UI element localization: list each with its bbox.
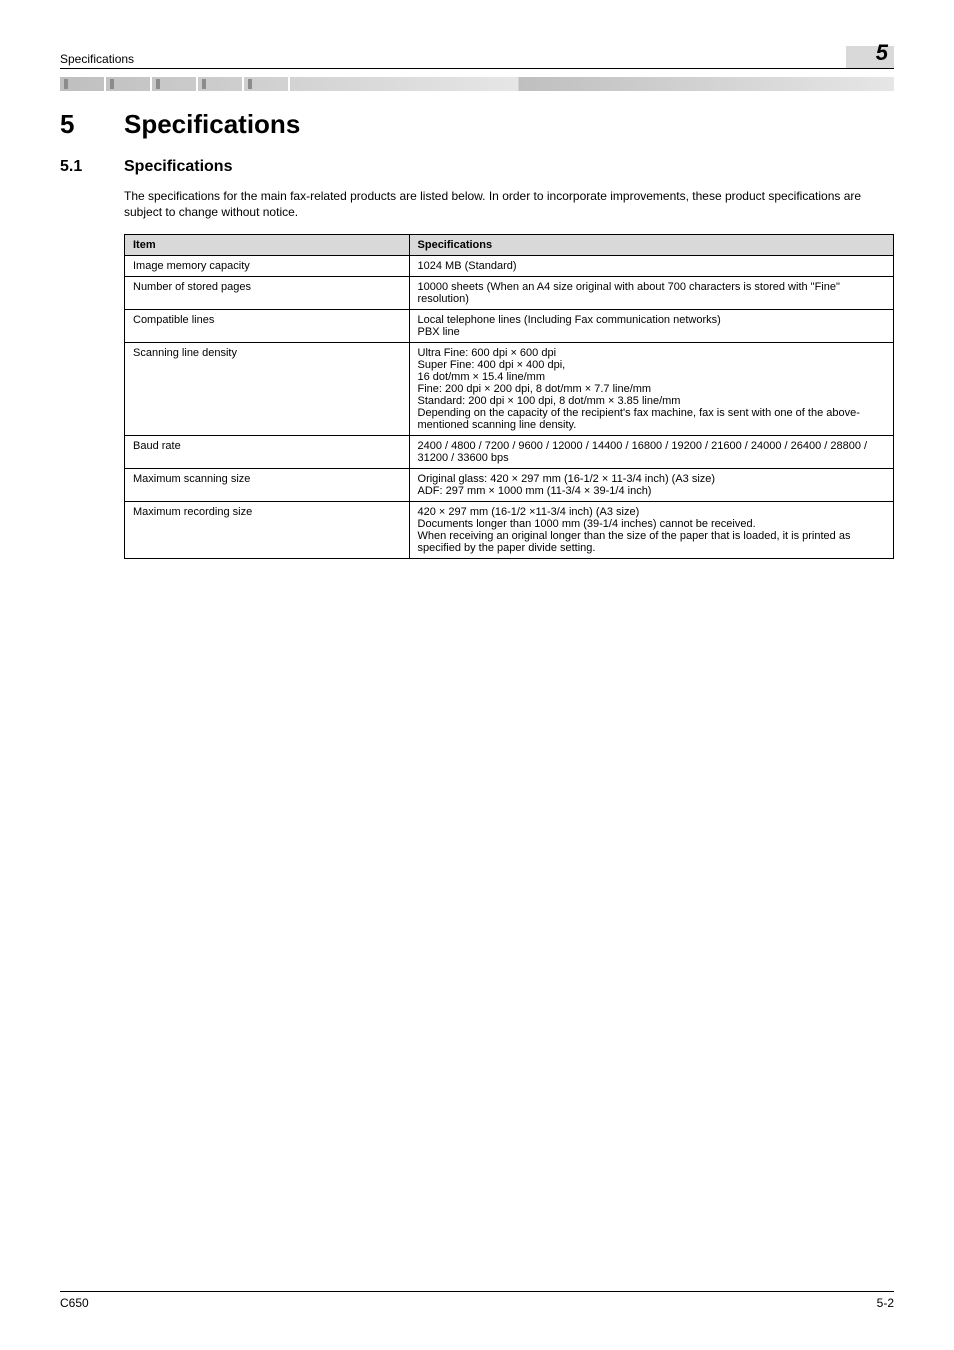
decorative-ticks bbox=[60, 77, 290, 91]
table-cell-spec: 2400 / 4800 / 7200 / 9600 / 12000 / 1440… bbox=[409, 436, 893, 469]
chapter-heading-number: 5 bbox=[60, 109, 124, 140]
table-cell-item: Compatible lines bbox=[125, 310, 410, 343]
spec-line: Depending on the capacity of the recipie… bbox=[418, 407, 885, 431]
table-cell-item: Baud rate bbox=[125, 436, 410, 469]
table-cell-spec: Local telephone lines (Including Fax com… bbox=[409, 310, 893, 343]
table-row: Baud rate 2400 / 4800 / 7200 / 9600 / 120… bbox=[125, 436, 894, 469]
table-cell-spec: 1024 MB (Standard) bbox=[409, 256, 893, 277]
table-body: Image memory capacity 1024 MB (Standard) N… bbox=[125, 256, 894, 559]
table-row: Compatible lines Local telephone lines (I… bbox=[125, 310, 894, 343]
spec-line: 16 dot/mm × 15.4 line/mm bbox=[418, 371, 885, 383]
chapter-badge: 5 bbox=[876, 40, 894, 66]
page-footer: C650 5-2 bbox=[60, 1291, 894, 1310]
table-cell-spec: 10000 sheets (When an A4 size original w… bbox=[409, 277, 893, 310]
spec-line: Super Fine: 400 dpi × 400 dpi, bbox=[418, 359, 885, 371]
section-heading-number: 5.1 bbox=[60, 158, 124, 176]
spec-line: Original glass: 420 × 297 mm (16-1/2 × 1… bbox=[418, 473, 885, 485]
spec-line: Ultra Fine: 600 dpi × 600 dpi bbox=[418, 347, 885, 359]
table-header-row: Item Specifications bbox=[125, 235, 894, 256]
spec-line: Documents longer than 1000 mm (39-1/4 in… bbox=[418, 518, 885, 530]
table-cell-item: Maximum recording size bbox=[125, 502, 410, 559]
decor-tick bbox=[106, 77, 152, 91]
table-row: Maximum recording size 420 × 297 mm (16-1… bbox=[125, 502, 894, 559]
spec-line: 2400 / 4800 / 7200 / 9600 / 12000 / 1440… bbox=[418, 440, 885, 464]
spec-line: When receiving an original longer than t… bbox=[418, 530, 885, 554]
chapter-heading: 5 Specifications bbox=[60, 109, 894, 140]
decor-tick bbox=[198, 77, 244, 91]
table-col-item: Item bbox=[125, 235, 410, 256]
table-cell-item: Image memory capacity bbox=[125, 256, 410, 277]
spec-line: Standard: 200 dpi × 100 dpi, 8 dot/mm × … bbox=[418, 395, 885, 407]
running-header: Specifications 5 bbox=[60, 40, 894, 69]
spec-line: 420 × 297 mm (16-1/2 ×11-3/4 inch) (A3 s… bbox=[418, 506, 885, 518]
table-row: Image memory capacity 1024 MB (Standard) bbox=[125, 256, 894, 277]
footer-left: C650 bbox=[60, 1296, 89, 1310]
table-cell-spec: Ultra Fine: 600 dpi × 600 dpiSuper Fine:… bbox=[409, 343, 893, 436]
decor-tick bbox=[244, 77, 290, 91]
chapter-number: 5 bbox=[876, 40, 894, 66]
spec-line: 10000 sheets (When an A4 size original w… bbox=[418, 281, 885, 305]
spec-line: Fine: 200 dpi × 200 dpi, 8 dot/mm × 7.7 … bbox=[418, 383, 885, 395]
decor-tick bbox=[152, 77, 198, 91]
table-row: Number of stored pages 10000 sheets (When… bbox=[125, 277, 894, 310]
table-row: Maximum scanning size Original glass: 420… bbox=[125, 469, 894, 502]
page: Specifications 5 5 Specifications 5.1 Sp… bbox=[0, 0, 954, 1350]
table-cell-spec: Original glass: 420 × 297 mm (16-1/2 × 1… bbox=[409, 469, 893, 502]
decorative-bar bbox=[60, 77, 894, 91]
table-cell-spec: 420 × 297 mm (16-1/2 ×11-3/4 inch) (A3 s… bbox=[409, 502, 893, 559]
chapter-heading-title: Specifications bbox=[124, 109, 300, 140]
footer-right: 5-2 bbox=[877, 1296, 894, 1310]
table-cell-item: Maximum scanning size bbox=[125, 469, 410, 502]
table-cell-item: Scanning line density bbox=[125, 343, 410, 436]
table-cell-item: Number of stored pages bbox=[125, 277, 410, 310]
section-heading-title: Specifications bbox=[124, 158, 232, 176]
spec-line: Local telephone lines (Including Fax com… bbox=[418, 314, 885, 326]
table-col-spec: Specifications bbox=[409, 235, 893, 256]
table-row: Scanning line densityUltra Fine: 600 dpi… bbox=[125, 343, 894, 436]
decor-tick bbox=[60, 77, 106, 91]
spec-line: ADF: 297 mm × 1000 mm (11-3/4 × 39-1/4 i… bbox=[418, 485, 885, 497]
section-intro: The specifications for the main fax-rela… bbox=[124, 188, 894, 220]
section-heading: 5.1 Specifications bbox=[60, 158, 894, 176]
spec-line: PBX line bbox=[418, 326, 885, 338]
spec-line: 1024 MB (Standard) bbox=[418, 260, 885, 272]
running-title: Specifications bbox=[60, 52, 134, 66]
specifications-table: Item Specifications Image memory capacit… bbox=[124, 234, 894, 559]
